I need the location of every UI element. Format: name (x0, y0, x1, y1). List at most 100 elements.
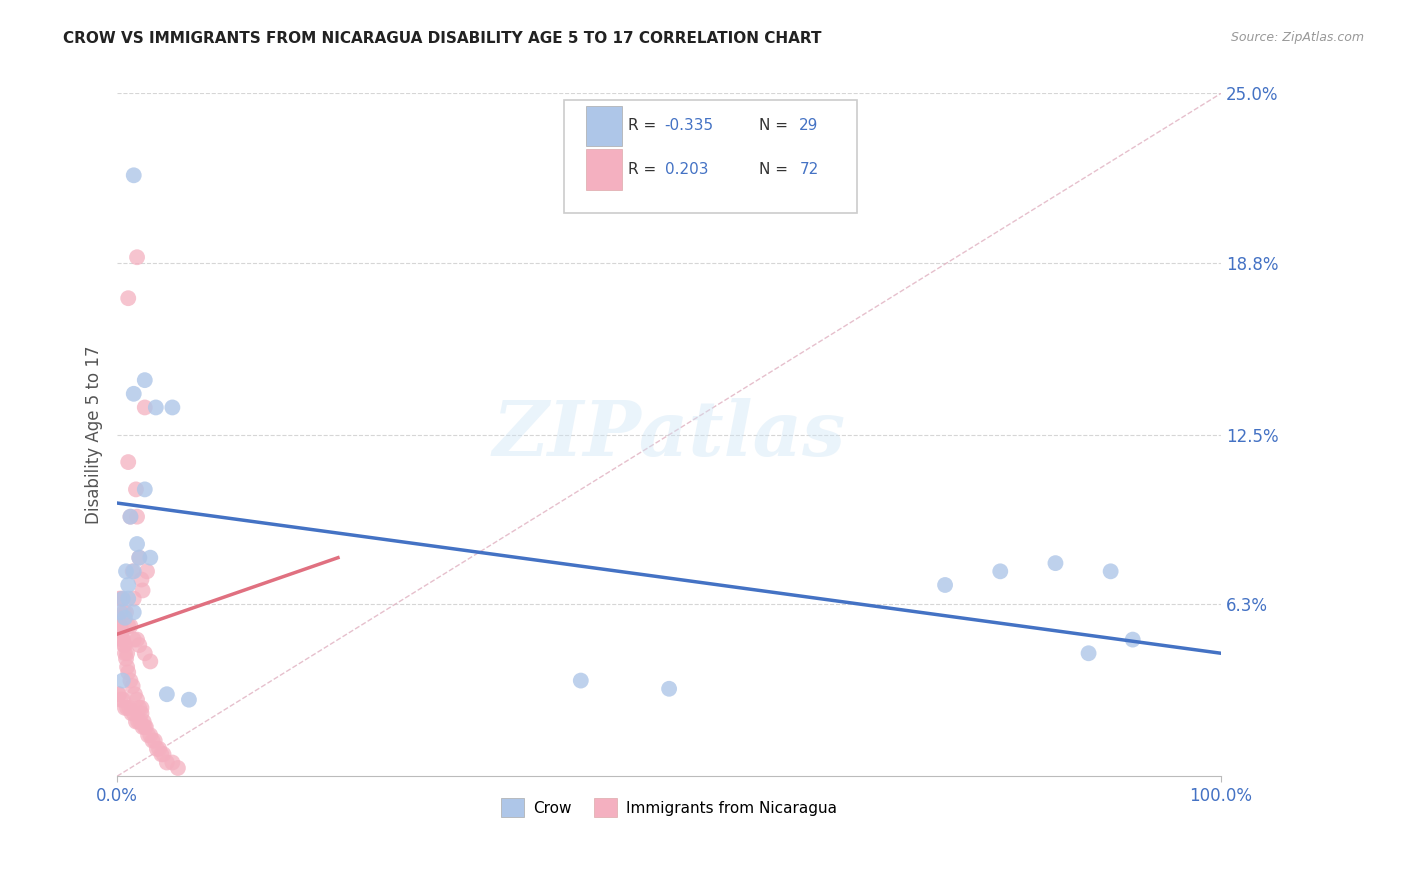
Point (114, 611, 136, 625)
Point (122, 169, 145, 183)
Point (148, 742, 170, 756)
Point (111, 673, 134, 688)
Point (111, 632, 134, 647)
Point (120, 619, 142, 633)
Point (139, 728, 162, 742)
Point (1077, 646, 1099, 660)
Point (135, 720, 157, 734)
Point (122, 591, 145, 606)
Point (124, 687, 146, 701)
FancyBboxPatch shape (586, 106, 621, 146)
Point (108, 619, 131, 633)
Point (143, 733, 166, 747)
Point (139, 655, 162, 669)
Point (117, 591, 139, 606)
Point (110, 692, 132, 706)
Point (156, 687, 179, 701)
Point (115, 660, 138, 674)
Y-axis label: Disability Age 5 to 17: Disability Age 5 to 17 (86, 345, 103, 524)
Point (107, 687, 129, 701)
Point (120, 509, 142, 524)
Point (118, 701, 141, 715)
Text: CROW VS IMMIGRANTS FROM NICARAGUA DISABILITY AGE 5 TO 17 CORRELATION CHART: CROW VS IMMIGRANTS FROM NICARAGUA DISABI… (63, 31, 821, 46)
Point (115, 565, 138, 579)
Point (128, 701, 150, 715)
Point (122, 632, 145, 647)
Text: N =: N = (758, 119, 793, 134)
Point (128, 638, 150, 652)
Point (110, 619, 132, 633)
Point (114, 701, 136, 715)
Point (146, 742, 169, 756)
Point (114, 646, 136, 660)
Text: ZIPatlas: ZIPatlas (492, 398, 845, 472)
Point (145, 401, 167, 415)
Point (122, 706, 145, 721)
Point (115, 605, 138, 619)
Point (569, 673, 592, 688)
Point (111, 692, 134, 706)
Point (131, 583, 153, 598)
Point (111, 591, 134, 606)
Point (121, 565, 143, 579)
Point (117, 619, 139, 633)
Point (110, 591, 132, 606)
Point (150, 747, 173, 762)
Point (125, 692, 148, 706)
Point (988, 565, 1011, 579)
Point (658, 681, 681, 696)
Point (1099, 565, 1122, 579)
Point (134, 483, 156, 497)
FancyBboxPatch shape (564, 100, 856, 213)
Text: 29: 29 (800, 119, 818, 134)
Point (125, 483, 148, 497)
Point (132, 714, 155, 729)
Point (136, 728, 159, 742)
Point (117, 578, 139, 592)
Point (134, 720, 156, 734)
Point (125, 250, 148, 264)
Point (131, 701, 153, 715)
Point (177, 692, 200, 706)
Point (127, 714, 149, 729)
Point (121, 679, 143, 693)
Point (115, 651, 138, 665)
Point (125, 632, 148, 647)
Text: R =: R = (628, 119, 661, 134)
Point (128, 550, 150, 565)
Point (129, 714, 152, 729)
Point (115, 646, 138, 660)
Point (117, 665, 139, 680)
Point (115, 701, 138, 715)
Point (122, 386, 145, 401)
Point (134, 373, 156, 387)
Point (1122, 632, 1144, 647)
Point (139, 550, 162, 565)
Legend: Crow, Immigrants from Nicaragua: Crow, Immigrants from Nicaragua (495, 792, 844, 823)
Point (152, 747, 174, 762)
Text: 0.203: 0.203 (665, 162, 709, 177)
Point (131, 573, 153, 587)
Point (1045, 556, 1067, 570)
Point (131, 706, 153, 721)
Point (117, 455, 139, 469)
Point (111, 632, 134, 647)
Point (117, 291, 139, 305)
Text: R =: R = (628, 162, 661, 177)
Point (156, 756, 179, 770)
Point (134, 401, 156, 415)
Text: Source: ZipAtlas.com: Source: ZipAtlas.com (1230, 31, 1364, 45)
FancyBboxPatch shape (586, 149, 621, 190)
Point (120, 509, 142, 524)
Point (112, 605, 135, 619)
Point (112, 638, 135, 652)
Text: N =: N = (758, 162, 793, 177)
Point (121, 706, 143, 721)
Point (125, 537, 148, 551)
Text: 72: 72 (800, 162, 818, 177)
Point (162, 401, 184, 415)
Point (131, 720, 153, 734)
Point (122, 605, 145, 619)
Point (110, 605, 132, 619)
Point (125, 714, 148, 729)
